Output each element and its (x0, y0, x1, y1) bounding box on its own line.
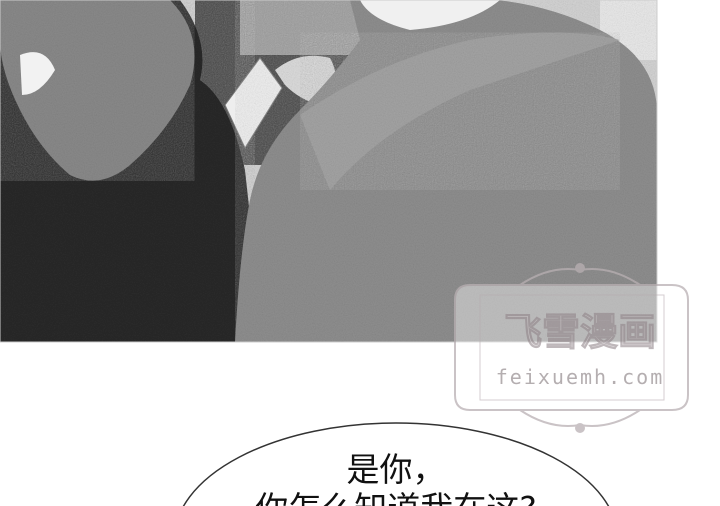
speech-bubble (182, 422, 610, 506)
photo-panel (0, 0, 657, 342)
dialogue-line: 你怎么知道我在这? (255, 489, 537, 506)
watermark-title: 飞雪漫画 (504, 310, 656, 354)
panel-border (0, 0, 657, 342)
dialogue-line: 是你， (347, 450, 446, 489)
watermark: 飞雪漫画 feixuemh.com (454, 263, 689, 433)
watermark-url: feixuemh.com (496, 365, 665, 389)
